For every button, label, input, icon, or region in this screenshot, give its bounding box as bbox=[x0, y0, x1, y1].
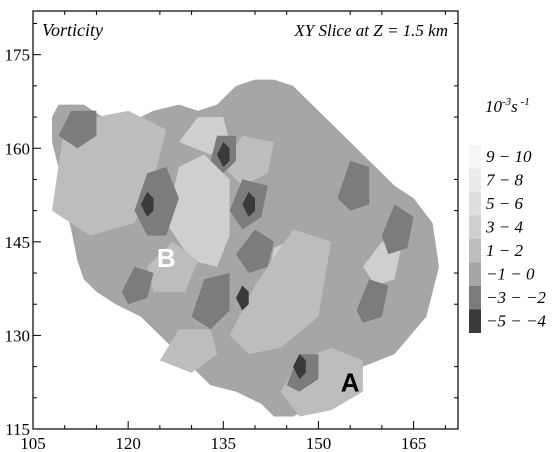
annotations: AB bbox=[157, 243, 360, 398]
vorticity-region-32 bbox=[236, 285, 249, 311]
legend-swatch-1 bbox=[469, 168, 481, 192]
vorticity-region-17 bbox=[134, 167, 179, 236]
legend-label-2: 5 − 6 bbox=[486, 194, 523, 213]
legend-swatch-4 bbox=[469, 239, 481, 263]
vorticity-region-20 bbox=[191, 273, 230, 330]
legend-title-unit-exp: -1 bbox=[518, 96, 530, 108]
legend-label-0: 9 − 10 bbox=[486, 147, 532, 166]
vorticity-region-14 bbox=[147, 241, 198, 292]
legend-title-unit: s bbox=[511, 97, 518, 116]
legend-label-7: −5 − −4 bbox=[486, 312, 546, 331]
legend-title-base: 10 bbox=[485, 97, 503, 116]
y-tick-label-1: 130 bbox=[5, 326, 31, 345]
legend-swatch-5 bbox=[469, 262, 481, 286]
y-tick-label-4: 175 bbox=[5, 46, 31, 65]
vorticity-region-12 bbox=[229, 229, 332, 355]
legend-label-1: 7 − 8 bbox=[486, 171, 523, 190]
x-tick-label-3: 150 bbox=[306, 434, 332, 452]
x-tick-label-4: 165 bbox=[401, 434, 427, 452]
legend-title: 10-3s -1 bbox=[485, 96, 530, 116]
legend-label-5: −1 − 0 bbox=[486, 265, 535, 284]
vorticity-region-26 bbox=[121, 266, 154, 305]
vorticity-region-31 bbox=[293, 354, 306, 380]
vorticity-region-24 bbox=[236, 229, 274, 273]
legend-label-4: 1 − 2 bbox=[486, 241, 523, 260]
vorticity-region-28 bbox=[140, 191, 154, 217]
legend-swatch-6 bbox=[469, 286, 481, 310]
vorticity-region-15 bbox=[159, 329, 217, 373]
plot-frame bbox=[32, 10, 459, 430]
vorticity-region-25 bbox=[381, 204, 414, 255]
chart-title-left: Vorticity bbox=[42, 20, 103, 40]
y-tick-label-0: 115 bbox=[5, 420, 30, 439]
vorticity-region-29 bbox=[242, 191, 255, 217]
y-tick-label-2: 145 bbox=[5, 233, 31, 252]
annotation-a: A bbox=[341, 368, 360, 398]
vorticity-region-23 bbox=[58, 110, 97, 149]
y-tick-label-3: 160 bbox=[5, 139, 31, 158]
x-tick-label-1: 120 bbox=[115, 434, 141, 452]
axis-ticks: 105 120 135 150 165 115 130 145 160 175 bbox=[5, 11, 458, 452]
annotation-b: B bbox=[157, 243, 176, 273]
legend-swatch-0 bbox=[469, 145, 481, 169]
legend-title-exp: -3 bbox=[502, 96, 512, 108]
legend-swatch-7 bbox=[469, 309, 481, 333]
legend: 9 − 10 7 − 8 5 − 6 3 − 4 1 − 2 −1 − 0 −3 − −2 −… bbox=[469, 145, 546, 333]
x-tick-label-2: 135 bbox=[211, 434, 237, 452]
vorticity-field bbox=[52, 79, 439, 417]
legend-swatch-3 bbox=[469, 215, 481, 239]
vorticity-region-30 bbox=[217, 142, 230, 167]
x-tick-label-0: 105 bbox=[20, 434, 46, 452]
vorticity-region-2 bbox=[166, 154, 230, 267]
legend-label-3: 3 − 4 bbox=[485, 218, 523, 237]
legend-label-6: −3 − −2 bbox=[486, 288, 546, 307]
vorticity-region-27 bbox=[356, 279, 389, 323]
chart-title-right: XY Slice at Z = 1.5 km bbox=[293, 21, 448, 40]
vorticity-region-22 bbox=[337, 160, 370, 211]
legend-swatch-2 bbox=[469, 192, 481, 216]
